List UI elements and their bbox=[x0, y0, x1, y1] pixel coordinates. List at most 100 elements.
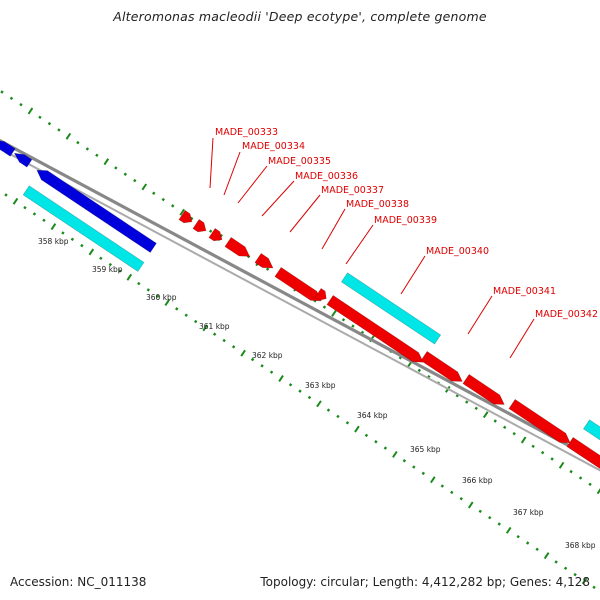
gene-leader-line bbox=[345, 224, 374, 265]
inner-tick bbox=[581, 577, 588, 585]
inner-tick bbox=[554, 560, 558, 564]
inner-tick bbox=[269, 370, 274, 374]
outer-tick bbox=[341, 318, 346, 322]
outer-tick bbox=[27, 107, 34, 115]
outer-tick bbox=[558, 461, 565, 469]
inner-tick bbox=[202, 324, 208, 332]
outer-tick bbox=[141, 183, 148, 191]
inner-tick bbox=[516, 534, 520, 539]
inner-tick bbox=[374, 440, 378, 444]
inner-tick bbox=[260, 364, 264, 368]
inner-tick bbox=[592, 585, 596, 589]
outer-tick bbox=[482, 411, 489, 419]
outer-tick bbox=[47, 121, 52, 126]
outer-tick bbox=[19, 102, 23, 107]
inner-tick bbox=[222, 338, 226, 343]
map-title: Alteromonas macleodii 'Deep ecotype', co… bbox=[113, 9, 487, 24]
inner-tick bbox=[61, 231, 65, 235]
accession-text: Accession: NC_011138 bbox=[10, 575, 147, 589]
gene-label: MADE_00335 bbox=[268, 156, 331, 167]
kbp-scale-labels: 358 kbp 359 kbp 360 kbp 361 kbp 362 kbp 363 k… bbox=[38, 237, 596, 550]
kbp-label: 358 kbp bbox=[38, 237, 69, 246]
outer-tick bbox=[76, 140, 80, 145]
inner-tick bbox=[336, 414, 340, 419]
outer-tick bbox=[9, 96, 14, 101]
inner-tick bbox=[298, 389, 302, 393]
outer-tick bbox=[208, 229, 213, 233]
inner-tick bbox=[525, 541, 530, 545]
outer-tick bbox=[85, 147, 90, 151]
cyan-feature bbox=[340, 272, 442, 345]
forward-gene bbox=[274, 266, 322, 302]
inner-tick bbox=[421, 471, 426, 476]
cyan-feature bbox=[582, 419, 600, 441]
inner-tick bbox=[354, 425, 360, 433]
forward-gene bbox=[224, 236, 251, 257]
inner-tick bbox=[307, 395, 312, 400]
inner-tick bbox=[164, 299, 171, 307]
kbp-label: 363 kbp bbox=[305, 381, 336, 390]
inner-tick bbox=[88, 248, 95, 256]
outer-tick bbox=[123, 172, 127, 176]
kbp-label: 365 kbp bbox=[410, 445, 441, 454]
inner-tick bbox=[118, 269, 122, 273]
forward-gene bbox=[508, 398, 571, 444]
inner-tick bbox=[430, 476, 436, 484]
inner-tick bbox=[212, 332, 217, 336]
outer-tick bbox=[161, 197, 165, 202]
gene-leader-line bbox=[509, 318, 535, 359]
kbp-label: 360 kbp bbox=[146, 293, 177, 302]
gene-leader-line bbox=[237, 165, 268, 204]
reverse-gene bbox=[0, 140, 16, 157]
gene-leader-line bbox=[467, 295, 493, 335]
inner-tick bbox=[440, 484, 444, 488]
gene-leader-line bbox=[321, 208, 346, 250]
outer-tick bbox=[578, 476, 583, 480]
inner-tick bbox=[402, 459, 407, 463]
outer-tick bbox=[57, 128, 61, 132]
forward-gene bbox=[178, 209, 193, 224]
outer-tick bbox=[322, 305, 327, 309]
gene-label: MADE_00341 bbox=[493, 286, 556, 297]
genome-info-text: Topology: circular; Length: 4,412,282 bp… bbox=[260, 575, 590, 589]
inner-tick bbox=[194, 319, 198, 324]
inner-tick bbox=[184, 313, 188, 317]
outer-tick bbox=[65, 132, 72, 140]
inner-tick-ring bbox=[4, 193, 596, 589]
forward-gene bbox=[566, 436, 600, 469]
inner-tick bbox=[383, 446, 388, 450]
cyan-feature bbox=[22, 185, 145, 272]
outer-tick bbox=[265, 267, 270, 271]
gene-label-group: MADE_00333 MADE_00334 MADE_00335 MADE_00336… bbox=[209, 127, 598, 359]
outer-tick bbox=[569, 469, 573, 474]
gene-label: MADE_00338 bbox=[346, 199, 409, 210]
gene-leader-line bbox=[223, 151, 241, 196]
inner-tick bbox=[345, 421, 350, 425]
inner-tick bbox=[505, 526, 512, 534]
inner-tick bbox=[535, 547, 539, 552]
gene-label: MADE_00337 bbox=[321, 185, 384, 196]
outer-tick bbox=[179, 208, 185, 216]
inner-tick bbox=[316, 400, 322, 408]
inner-tick bbox=[563, 566, 568, 570]
gene-label: MADE_00342 bbox=[535, 309, 598, 320]
outer-tick bbox=[152, 191, 156, 195]
outer-tick bbox=[588, 482, 592, 486]
outer-tick bbox=[331, 309, 337, 317]
inner-tick bbox=[99, 256, 103, 260]
inner-tick bbox=[146, 288, 150, 292]
inner-tick bbox=[4, 193, 8, 197]
inner-tick bbox=[156, 294, 160, 298]
backbone-inner-line bbox=[0, 147, 600, 472]
inner-tick bbox=[50, 223, 57, 231]
inner-tick bbox=[573, 572, 577, 577]
gene-leader-line bbox=[261, 180, 295, 217]
inner-tick bbox=[32, 212, 37, 216]
inner-tick bbox=[70, 237, 75, 241]
inner-tick bbox=[467, 501, 474, 509]
outer-tick bbox=[531, 444, 535, 449]
inner-tick bbox=[497, 522, 501, 526]
inner-tick bbox=[543, 552, 550, 560]
outer-tick bbox=[465, 400, 469, 404]
